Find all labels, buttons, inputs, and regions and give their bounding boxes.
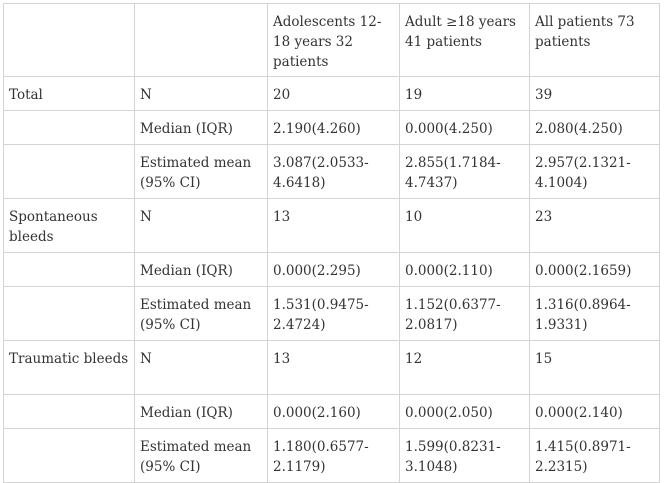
- header-adolescents: Adolescents 12-18 years 32 patients: [267, 3, 400, 77]
- table-row: Total N 20 19 39: [3, 76, 660, 111]
- results-table: Adolescents 12-18 years 32 patients Adul…: [3, 3, 660, 483]
- header-all-patients: All patients 73 patients: [529, 3, 660, 77]
- table-row: Spontaneous bleeds N 13 10 23: [3, 198, 660, 253]
- adolescents-cell: 0.000(2.160): [267, 394, 400, 429]
- adult-cell: 0.000(2.110): [399, 252, 530, 287]
- measure-cell: Median (IQR): [134, 110, 268, 145]
- measure-cell: Median (IQR): [134, 252, 268, 287]
- group-cell: [3, 252, 135, 287]
- measure-cell: N: [134, 76, 268, 111]
- adult-cell: 0.000(2.050): [399, 394, 530, 429]
- group-cell: [3, 286, 135, 341]
- measure-cell: Median (IQR): [134, 394, 268, 429]
- all-patients-cell: 0.000(2.140): [529, 394, 660, 429]
- group-cell: [3, 144, 135, 199]
- table-row: Median (IQR) 0.000(2.295) 0.000(2.110) 0…: [3, 252, 660, 287]
- header-adult: Adult ≥18 years 41 patients: [399, 3, 530, 77]
- group-cell: [3, 394, 135, 429]
- adolescents-cell: 1.180(0.6577-2.1179): [267, 428, 400, 483]
- table-row: Estimated mean (95% CI) 1.180(0.6577-2.1…: [3, 428, 660, 483]
- table-row: Traumatic bleeds N 13 12 15: [3, 340, 660, 395]
- all-patients-cell: 2.957(2.1321-4.1004): [529, 144, 660, 199]
- results-table-container: Adolescents 12-18 years 32 patients Adul…: [3, 3, 660, 483]
- table-row: Estimated mean (95% CI) 3.087(2.0533-4.6…: [3, 144, 660, 199]
- table-row: Median (IQR) 2.190(4.260) 0.000(4.250) 2…: [3, 110, 660, 145]
- adolescents-cell: 20: [267, 76, 400, 111]
- adolescents-cell: 13: [267, 198, 400, 253]
- all-patients-cell: 1.415(0.8971-2.2315): [529, 428, 660, 483]
- all-patients-cell: 0.000(2.1659): [529, 252, 660, 287]
- measure-cell: Estimated mean (95% CI): [134, 286, 268, 341]
- adult-cell: 12: [399, 340, 530, 395]
- all-patients-cell: 1.316(0.8964-1.9331): [529, 286, 660, 341]
- group-cell: Spontaneous bleeds: [3, 198, 135, 253]
- adolescents-cell: 3.087(2.0533-4.6418): [267, 144, 400, 199]
- measure-cell: N: [134, 198, 268, 253]
- measure-cell: Estimated mean (95% CI): [134, 428, 268, 483]
- adolescents-cell: 13: [267, 340, 400, 395]
- table-row: Median (IQR) 0.000(2.160) 0.000(2.050) 0…: [3, 394, 660, 429]
- adult-cell: 1.599(0.8231-3.1048): [399, 428, 530, 483]
- all-patients-cell: 23: [529, 198, 660, 253]
- adult-cell: 0.000(4.250): [399, 110, 530, 145]
- header-blank-group: [3, 3, 135, 77]
- group-cell: [3, 428, 135, 483]
- adult-cell: 1.152(0.6377-2.0817): [399, 286, 530, 341]
- group-cell: [3, 110, 135, 145]
- adult-cell: 10: [399, 198, 530, 253]
- all-patients-cell: 39: [529, 76, 660, 111]
- header-blank-measure: [134, 3, 268, 77]
- adolescents-cell: 0.000(2.295): [267, 252, 400, 287]
- measure-cell: N: [134, 340, 268, 395]
- adolescents-cell: 2.190(4.260): [267, 110, 400, 145]
- all-patients-cell: 15: [529, 340, 660, 395]
- measure-cell: Estimated mean (95% CI): [134, 144, 268, 199]
- group-cell: Traumatic bleeds: [3, 340, 135, 395]
- adult-cell: 19: [399, 76, 530, 111]
- adult-cell: 2.855(1.7184-4.7437): [399, 144, 530, 199]
- all-patients-cell: 2.080(4.250): [529, 110, 660, 145]
- table-header-row: Adolescents 12-18 years 32 patients Adul…: [3, 3, 660, 77]
- group-cell: Total: [3, 76, 135, 111]
- adolescents-cell: 1.531(0.9475-2.4724): [267, 286, 400, 341]
- table-row: Estimated mean (95% CI) 1.531(0.9475-2.4…: [3, 286, 660, 341]
